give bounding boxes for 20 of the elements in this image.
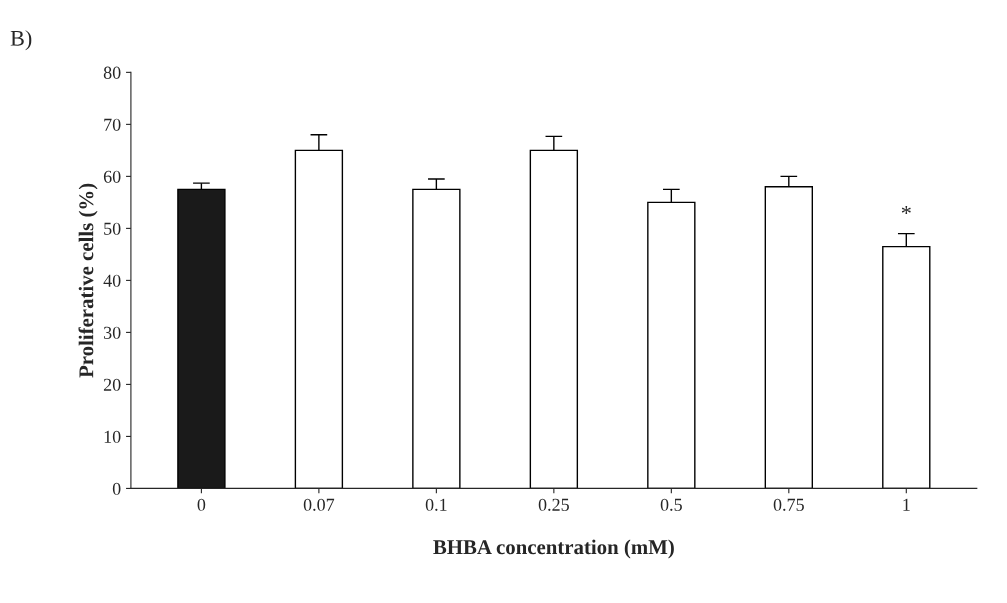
y-tick-label: 20 — [103, 378, 121, 391]
x-axis-title: BHBA concentration (mM) — [433, 539, 674, 559]
x-tick-label: 0.25 — [538, 498, 569, 511]
x-tick-label: 0.07 — [303, 498, 335, 511]
y-tick-label: 0 — [112, 482, 121, 495]
y-tick-label: 10 — [104, 430, 121, 443]
x-tick-label: 0.1 — [425, 498, 447, 511]
y-tick-label: 40 — [103, 274, 121, 287]
x-tick-label: 0 — [197, 498, 206, 511]
text: B) — [10, 30, 32, 51]
x-tick-label: 0.5 — [660, 498, 682, 511]
y-tick-label: 80 — [103, 66, 121, 79]
x-tick-label: 1 — [903, 498, 910, 511]
y-tick-label: 50 — [104, 222, 121, 235]
y-tick-label: 70 — [104, 118, 121, 131]
annotation: * — [901, 205, 911, 215]
y-axis-title: Proliferative cells (%) — [78, 183, 98, 378]
y-tick-label: 30 — [104, 326, 121, 339]
x-tick-label: 0.75 — [773, 498, 804, 511]
y-tick-label: 60 — [103, 170, 121, 183]
